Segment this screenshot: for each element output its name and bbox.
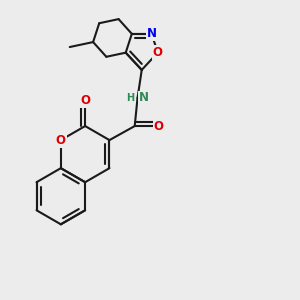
Text: O: O [154, 120, 164, 133]
Text: N: N [139, 92, 148, 104]
Text: O: O [80, 94, 90, 107]
Text: O: O [56, 134, 66, 147]
Text: O: O [153, 46, 163, 59]
Text: H: H [126, 93, 134, 103]
Text: N: N [147, 27, 157, 40]
